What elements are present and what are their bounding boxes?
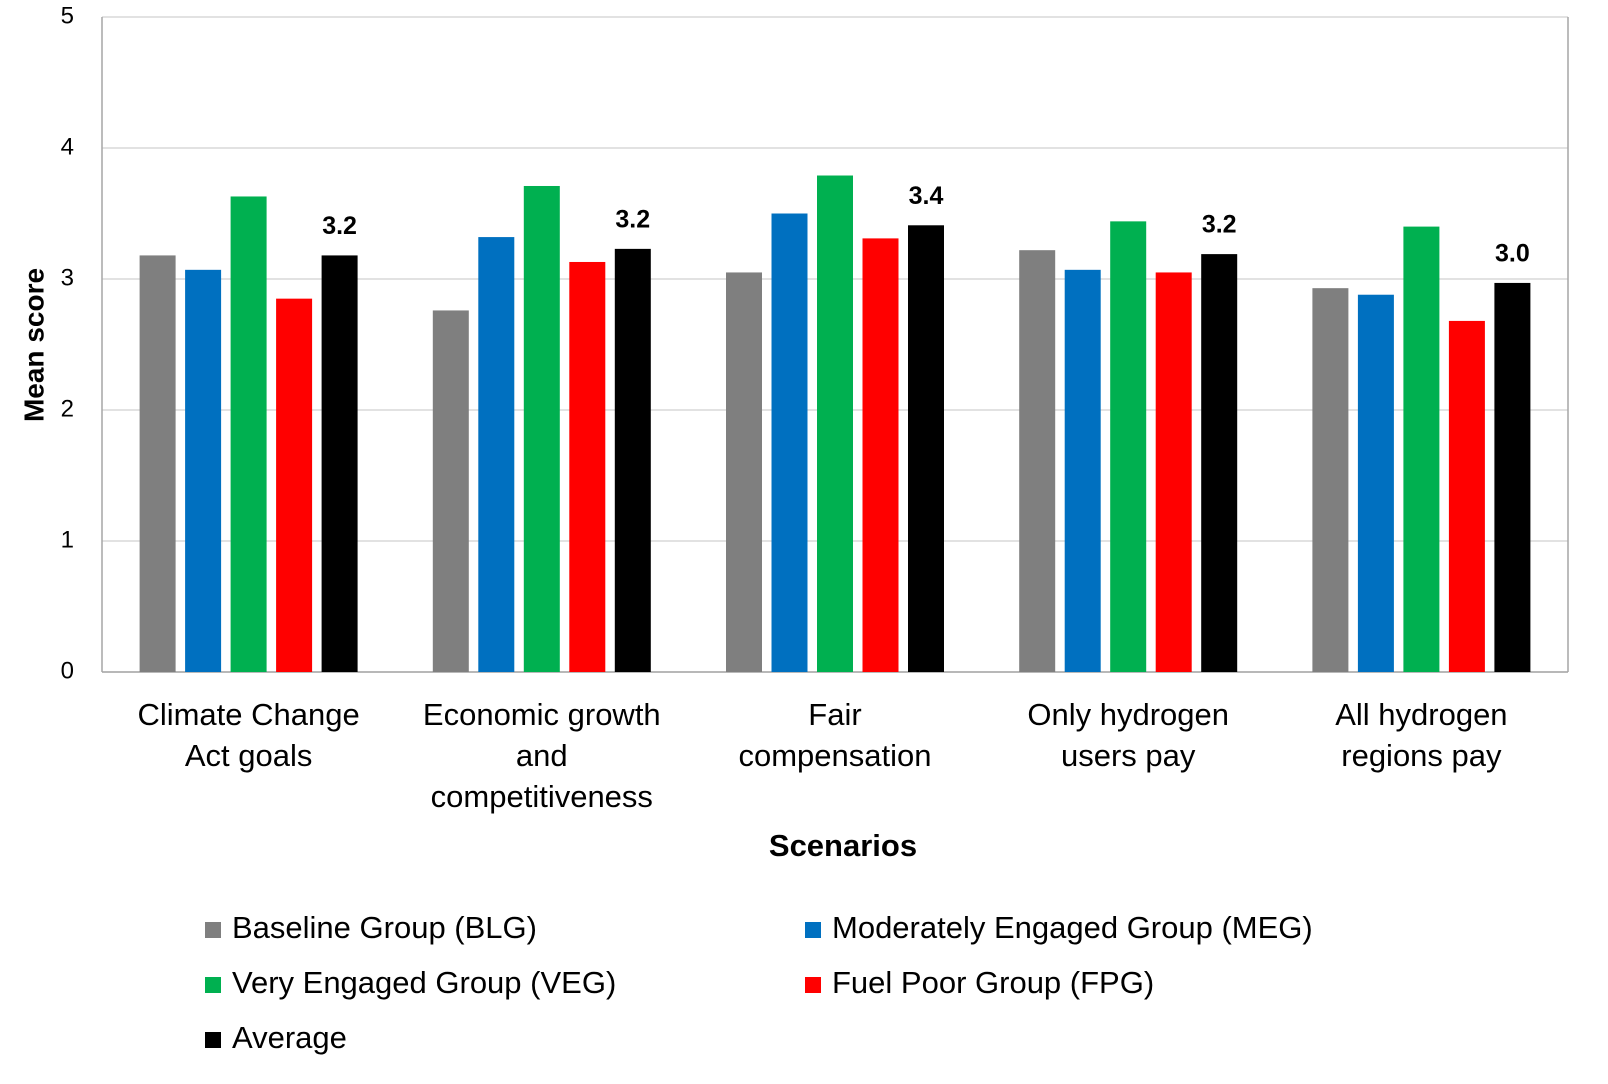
bar: [139, 255, 176, 673]
bar: [432, 310, 469, 672]
legend-label: Very Engaged Group (VEG): [232, 965, 616, 1000]
legend-swatch: [805, 922, 821, 938]
bar: [908, 225, 944, 673]
y-tick-label: 4: [61, 133, 74, 160]
x-tick-label: Economic growth: [423, 697, 661, 732]
bar: [1201, 254, 1238, 673]
y-tick-label: 0: [61, 657, 74, 684]
x-tick-label: Only hydrogen: [1027, 697, 1229, 732]
legend-swatch: [205, 977, 221, 993]
legend-swatch: [205, 922, 221, 938]
bar: [817, 175, 853, 672]
bar: [1403, 226, 1440, 672]
bar: [1357, 294, 1394, 672]
bar: [1110, 221, 1147, 673]
bar: [1019, 250, 1056, 672]
bar: [771, 213, 808, 672]
bar: [276, 298, 313, 672]
x-tick-label: regions pay: [1341, 738, 1502, 773]
x-tick-label: users pay: [1061, 738, 1196, 773]
bar: [569, 261, 606, 672]
legend-label: Moderately Engaged Group (MEG): [832, 910, 1313, 945]
legend-swatch: [205, 1032, 221, 1048]
bar: [523, 185, 560, 673]
legend-label: Fuel Poor Group (FPG): [832, 965, 1154, 1000]
x-tick-label: competitiveness: [431, 779, 653, 814]
y-tick-label: 3: [61, 264, 74, 291]
bar: [1494, 282, 1531, 672]
x-tick-label: compensation: [738, 738, 931, 773]
bar: [1448, 320, 1485, 672]
y-tick-label: 2: [61, 395, 74, 422]
bar: [614, 248, 651, 672]
bar: [1312, 288, 1349, 672]
x-tick-label: and: [516, 738, 568, 773]
y-axis-title: Mean score: [18, 268, 49, 422]
x-tick-label: All hydrogen: [1335, 697, 1507, 732]
bar: [862, 238, 899, 672]
legend-label: Average: [232, 1020, 347, 1055]
y-tick-label: 5: [61, 2, 74, 29]
data-label: 3.2: [615, 205, 650, 233]
data-label: 3.2: [1202, 211, 1237, 239]
y-tick-label: 1: [61, 526, 74, 553]
bar: [230, 196, 267, 672]
bar: [321, 255, 358, 673]
x-tick-label: Act goals: [185, 738, 313, 773]
x-tick-label: Climate Change: [137, 697, 359, 732]
bar: [726, 272, 762, 672]
data-label: 3.4: [909, 182, 944, 210]
bar: [1155, 272, 1192, 672]
bar: [185, 269, 222, 672]
data-label: 3.0: [1495, 240, 1530, 268]
data-label: 3.2: [322, 212, 357, 240]
x-axis-title: Scenarios: [769, 828, 917, 863]
bar: [478, 237, 515, 672]
legend-swatch: [805, 977, 821, 993]
bar: [1064, 269, 1101, 672]
legend-label: Baseline Group (BLG): [232, 910, 537, 945]
x-tick-label: Fair: [808, 697, 861, 732]
